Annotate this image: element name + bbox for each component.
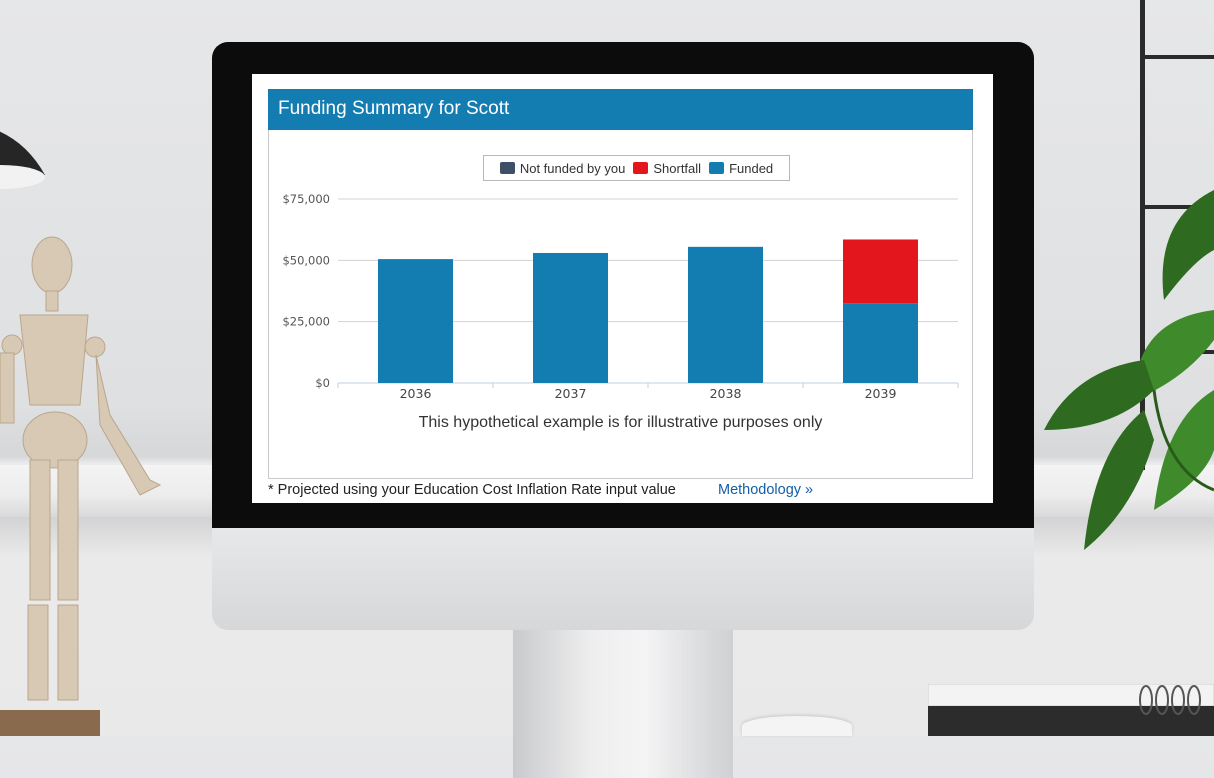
page-title: Funding Summary for Scott	[278, 98, 510, 119]
legend-swatch-funded	[709, 162, 725, 174]
wall-grid-line	[1140, 55, 1214, 59]
x-tick-label: 2039	[865, 386, 897, 401]
methodology-link-label: Methodology	[718, 482, 802, 498]
y-tick-label: $75,000	[282, 192, 330, 206]
x-tick-label: 2037	[555, 386, 587, 401]
wall-grid-line	[1140, 0, 1145, 470]
legend-item-funded[interactable]: Funded	[709, 161, 773, 176]
chart-disclaimer: This hypothetical example is for illustr…	[418, 414, 823, 431]
y-tick-label: $0	[315, 376, 330, 390]
legend-label-funded: Funded	[729, 160, 774, 176]
monitor-stand	[513, 630, 733, 778]
legend-item-not-funded[interactable]: Not funded by you	[499, 160, 626, 176]
bar-funded-2038	[688, 246, 763, 383]
bar-funded-2037	[533, 252, 608, 383]
chart-panel: Not funded by you Shortfall Funded $0 $25…	[268, 130, 973, 479]
legend-swatch-not-funded	[499, 162, 515, 174]
notebooks	[928, 684, 1214, 736]
legend-label-not-funded: Not funded by you	[519, 160, 626, 176]
y-tick-label: $25,000	[282, 315, 330, 329]
funding-bar-chart: $0 $25,000 $50,000 $75,000 2036 2037 2038 2039	[282, 192, 959, 401]
bar-funded-2036	[378, 259, 453, 383]
bar-funded-2039	[843, 303, 918, 383]
x-tick-label: 2038	[710, 386, 742, 401]
potted-plant	[1044, 190, 1214, 550]
legend-swatch-shortfall	[633, 162, 649, 174]
funding-summary-header: Funding Summary for Scott	[268, 89, 973, 130]
footnote: * Projected using your Education Cost In…	[268, 482, 676, 498]
legend-item-shortfall[interactable]: Shortfall	[633, 161, 701, 176]
monitor: Funding Summary for Scott Not funded by …	[212, 42, 1034, 778]
x-tick-label: 2036	[400, 386, 432, 401]
bar-shortfall-2039	[843, 239, 918, 304]
wall-grid-line	[1140, 205, 1214, 209]
methodology-arrow-icon: »	[805, 482, 814, 498]
screen: Funding Summary for Scott Not funded by …	[252, 74, 993, 503]
desk-lamp	[0, 131, 45, 189]
methodology-link[interactable]: Methodology»	[718, 482, 813, 498]
chart-legend: Not funded by you Shortfall Funded	[483, 155, 790, 181]
y-tick-label: $50,000	[282, 253, 330, 267]
wooden-mannequin	[0, 236, 162, 736]
monitor-chin	[212, 528, 1034, 630]
legend-label-shortfall: Shortfall	[653, 160, 702, 176]
computer-mouse	[742, 716, 852, 736]
monitor-bezel: Funding Summary for Scott Not funded by …	[212, 42, 1034, 528]
